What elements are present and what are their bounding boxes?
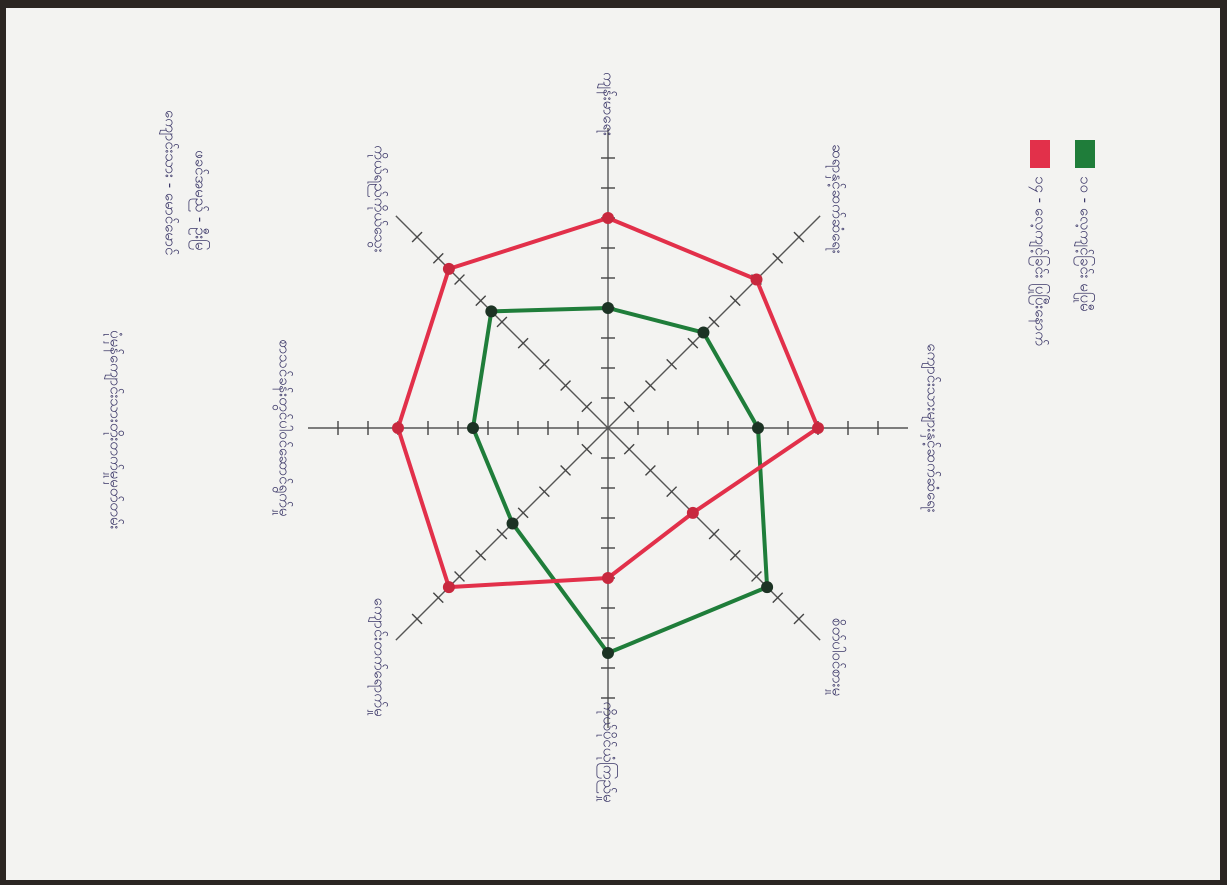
data-point — [485, 305, 497, 317]
data-point — [392, 422, 404, 434]
data-point — [602, 647, 614, 659]
data-point — [812, 422, 824, 434]
data-point — [443, 263, 455, 275]
data-point — [750, 274, 762, 286]
axis-label: ကျန်းမာရေး — [597, 72, 618, 136]
data-point — [687, 507, 699, 519]
legend-label: ၁၄ - လေ့ကျင့်ခြင်း ပြုပြီးနောက် — [1029, 176, 1051, 346]
data-point — [761, 581, 773, 593]
axis-label: စိတ်ပါဝင်စားမှု — [826, 618, 847, 696]
axis-label: စာသင်ခန်းတွင်ပါဝင်ဆောင်ရွက်မှု — [273, 340, 294, 517]
axis-label: ဆရာနှင့်ဆက်ဆံရေး — [826, 144, 847, 254]
legend-swatch — [1075, 140, 1095, 168]
chart: ဖခင်အမည် - ဦးမြ ကျောင်းသား - မောင်မောင် … — [0, 0, 1227, 885]
data-point — [467, 422, 479, 434]
data-point — [602, 572, 614, 584]
legend-label: ၁၀ - လေ့ကျင့်ခြင်း မပြုမီ — [1074, 176, 1096, 311]
legend-swatch — [1030, 140, 1050, 168]
axis-label: ကျောင်းသားများနှင့်ဆက်ဆံရေး — [921, 343, 942, 512]
data-point — [697, 327, 709, 339]
page: {"chart_data": {"type": "radar", "catego… — [0, 0, 1227, 885]
note: ကျောင်းသား - မောင်မောင် — [159, 110, 180, 255]
data-point — [507, 517, 519, 529]
data-point — [443, 581, 455, 593]
data-point — [602, 302, 614, 314]
data-point — [752, 422, 764, 434]
axis-label: ကိုယ်ရည်ကိုယ်သွေး — [367, 145, 388, 253]
axis-label: ကိုယ်ပိုင်ယုံကြည်မှု — [597, 702, 619, 803]
note: ပုံမှန်ကျောင်းသားတိုးတက်မှုမှတ်တမ်း — [104, 330, 125, 529]
note: ဖခင်အမည် - ဦးမြ — [189, 150, 211, 250]
axis-label: ကျောင်းတက်ရောက်မှု — [367, 598, 388, 717]
data-point — [602, 212, 614, 224]
